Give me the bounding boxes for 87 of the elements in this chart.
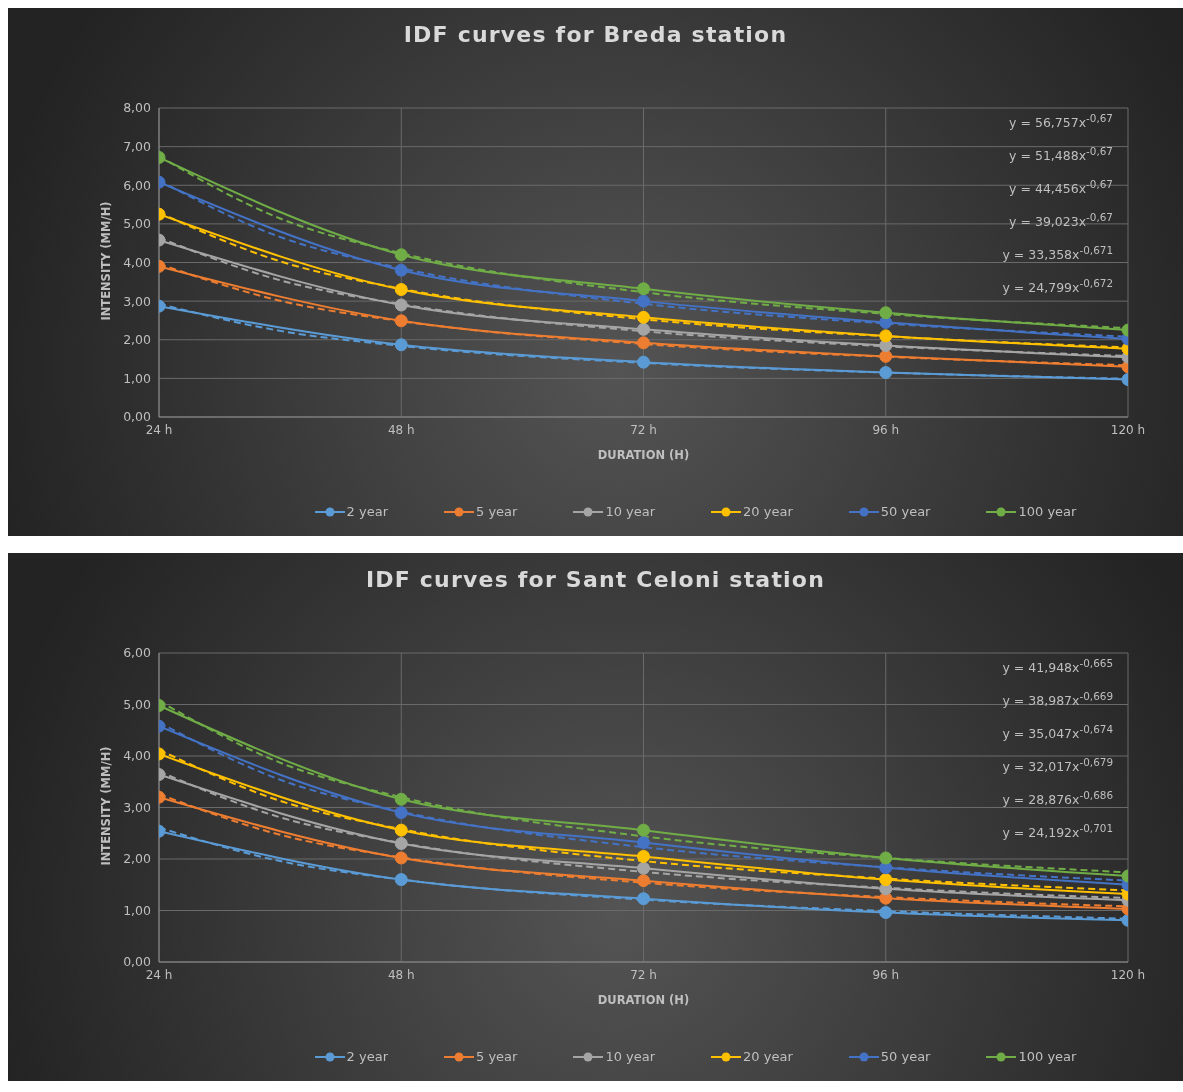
legend-label: 10 year [605,1049,656,1064]
x-tick-label: 120 h [1110,422,1146,437]
legend-label: 20 year [743,504,793,519]
point [637,874,650,888]
annotation: y = 38,987x$^{-0,669}$ [1001,690,1113,709]
point [637,355,650,369]
y-tick-label: 2,00 [123,332,152,348]
point [879,906,893,920]
y-tick-label: 8,00 [123,100,152,116]
legend-label: 100 year [1018,1049,1077,1064]
x-axis-title: DURATION (H) [597,993,690,1007]
point [637,294,650,308]
y-tick-label: 4,00 [123,254,152,270]
legend-label: 5 year [475,504,518,519]
legend-label: 5 year [475,1049,518,1064]
point [637,322,650,336]
y-tick-label: 0,00 [123,954,152,970]
point [637,892,650,906]
x-tick-label: 48 h [387,422,415,437]
annotation: y = 28,876x$^{-0,686}$ [1001,789,1113,808]
x-tick-label: 72 h [630,967,657,982]
point [879,306,893,320]
x-axis-title: DURATION (H) [597,448,690,462]
point [394,283,408,297]
x-tick-label: 96 h [872,967,900,982]
legend-label: 2 year [346,1049,388,1064]
point [637,836,650,850]
point [879,329,893,343]
y-tick-label: 3,00 [123,799,152,815]
y-tick-label: 2,00 [123,851,152,867]
point [394,806,408,820]
x-tick-label: 48 h [387,967,415,982]
y-tick-label: 5,00 [123,696,152,712]
point [394,823,408,837]
legend-label: 2 year [346,504,388,519]
y-tick-label: 1,00 [123,370,152,386]
point [637,310,650,324]
x-tick-label: 24 h [145,967,173,982]
chart-title: IDF curves for Breda station [402,22,789,47]
y-tick-label: 7,00 [123,139,152,155]
y-tick-label: 6,00 [123,177,152,193]
point [637,861,650,875]
y-tick-label: 6,00 [123,645,152,661]
annotation: y = 39,023x$^{-0,67}$ [1008,211,1113,230]
point [637,823,650,837]
annotation: y = 44,456x$^{-0,67}$ [1008,178,1113,197]
annotation: y = 32,017x$^{-0,679}$ [1001,756,1113,775]
x-tick-label: 72 h [630,422,657,437]
point [394,792,408,806]
annotation: y = 33,358x$^{-0,671}$ [1001,244,1113,263]
chart-title: IDF curves for Sant Celoni station [364,567,827,592]
point [394,314,408,328]
x-tick-label: 120 h [1110,967,1146,982]
x-tick-label: 96 h [872,422,900,437]
annotation: y = 35,047x$^{-0,674}$ [1001,723,1113,742]
annotation: y = 41,948x$^{-0,665}$ [1001,657,1113,676]
y-tick-label: 1,00 [123,902,152,918]
legend-label: 50 year [880,504,931,519]
legend-label: 100 year [1018,504,1077,519]
y-tick-label: 0,00 [123,409,152,425]
point [637,282,650,296]
annotation: y = 56,757x$^{-0,67}$ [1008,112,1113,131]
point [394,873,408,887]
y-tick-label: 3,00 [123,293,152,309]
point [394,837,408,851]
legend-label: 10 year [605,504,656,519]
legend-label: 20 year [743,1049,793,1064]
annotation: y = 24,192x$^{-0,701}$ [1001,822,1113,841]
point [879,873,893,887]
point [879,366,893,380]
point [879,851,893,865]
legend-label: 50 year [880,1049,931,1064]
y-tick-label: 4,00 [123,748,152,764]
annotation: y = 51,488x$^{-0,67}$ [1008,145,1113,164]
annotation: y = 24,799x$^{-0,672}$ [1001,277,1113,296]
point [394,851,408,865]
point [394,298,408,312]
y-tick-label: 5,00 [123,216,152,232]
point [394,263,408,277]
point [879,349,893,363]
point [637,336,650,350]
point [394,338,408,352]
point [394,248,408,262]
x-tick-label: 24 h [145,422,173,437]
point [637,849,650,863]
y-axis-title: INTENSITY (MM/H) [99,744,113,868]
y-axis-title: INTENSITY (MM/H) [99,199,113,323]
